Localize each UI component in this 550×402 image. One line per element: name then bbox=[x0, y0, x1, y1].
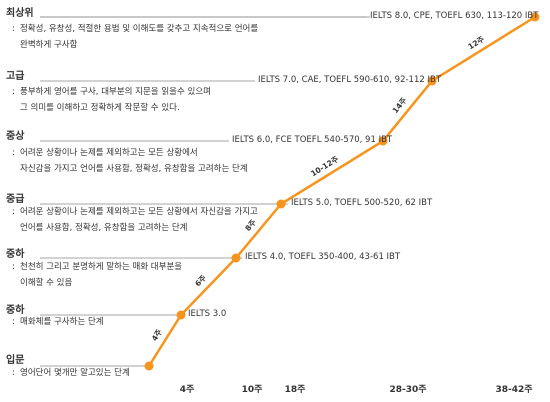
week-label: 38-42주 bbox=[495, 384, 532, 395]
segment-label: 8주 bbox=[243, 218, 258, 233]
score-label: IELTS 6.0, FCE TOEFL 540-570, 91 IBT bbox=[232, 135, 393, 145]
bullet: : bbox=[12, 317, 15, 327]
level-label: 중하 bbox=[6, 305, 25, 316]
level-description: 영어단어 몇개만 알고있는 단계 bbox=[20, 368, 130, 378]
score-label: IELTS 8.0, CPE, TOEFL 630, 113-120 IBT bbox=[370, 11, 539, 21]
progress-node bbox=[144, 361, 154, 371]
week-label: 10주 bbox=[242, 384, 263, 395]
level-description: 자신감을 가지고 언어를 사용함, 정확성, 유창함을 고려하는 단계 bbox=[20, 164, 248, 174]
level-label: 최상위 bbox=[6, 8, 34, 19]
progress-node bbox=[530, 12, 540, 22]
week-label: 4주 bbox=[180, 384, 195, 395]
level-description: 어려운 상황이나 논제를 제외하고는 모든 상황에서 자신감을 가지고 bbox=[20, 207, 258, 217]
progress-node bbox=[427, 76, 437, 86]
bullet: : bbox=[12, 87, 15, 97]
week-label: 28-30주 bbox=[389, 384, 426, 395]
level-label: 고급 bbox=[6, 71, 25, 82]
level-description: 어려운 상황이나 논제를 제외하고는 모든 상황에서 bbox=[20, 148, 198, 158]
bullet: : bbox=[12, 207, 15, 217]
score-label: IELTS 4.0, TOEFL 350-400, 43-61 IBT bbox=[245, 252, 401, 262]
level-label: 중급 bbox=[6, 194, 25, 205]
level-description: 이해할 수 있음 bbox=[20, 278, 73, 288]
level-description: 천천히 그리고 분명하게 말하는 매화 대부분을 bbox=[20, 262, 183, 272]
level-label: 입문 bbox=[6, 355, 25, 366]
level-description: 정확성, 유창성, 적절한 용법 및 이해도를 갖추고 지속적으로 언어를 bbox=[20, 24, 259, 34]
bullet: : bbox=[12, 24, 15, 34]
level-label: 중상 bbox=[6, 131, 25, 142]
level-description: 완벽하게 구사함 bbox=[20, 40, 78, 50]
progress-node bbox=[231, 253, 241, 263]
level-description: 그 의미를 이해하고 정확하게 작문할 수 있다. bbox=[20, 103, 180, 113]
bullet: : bbox=[12, 148, 15, 158]
bullet: : bbox=[12, 368, 15, 378]
segment-label: 10-12주 bbox=[309, 154, 340, 178]
level-description: 언어를 사용함, 정확성, 유창함을 고려하는 단계 bbox=[20, 223, 188, 233]
level-label: 중하 bbox=[6, 249, 25, 260]
score-label: IELTS 7.0, CAE, TOEFL 590-610, 92-112 IB… bbox=[258, 75, 442, 85]
progress-node bbox=[176, 310, 186, 320]
segment-label: 6주 bbox=[193, 273, 208, 288]
score-label: IELTS 5.0, TOEFL 500-520, 62 IBT bbox=[291, 198, 433, 208]
score-label: IELTS 3.0 bbox=[188, 309, 227, 319]
progress-node bbox=[276, 199, 286, 209]
level-description: 매화체를 구사하는 단계 bbox=[20, 317, 104, 327]
bullet: : bbox=[12, 262, 15, 272]
progress-node bbox=[378, 136, 388, 146]
week-label: 18주 bbox=[285, 384, 306, 395]
segment-label: 4주 bbox=[150, 328, 164, 343]
level-description: 풍부하게 영어를 구사, 대부분의 지문을 읽을수 있으며 bbox=[20, 87, 211, 97]
